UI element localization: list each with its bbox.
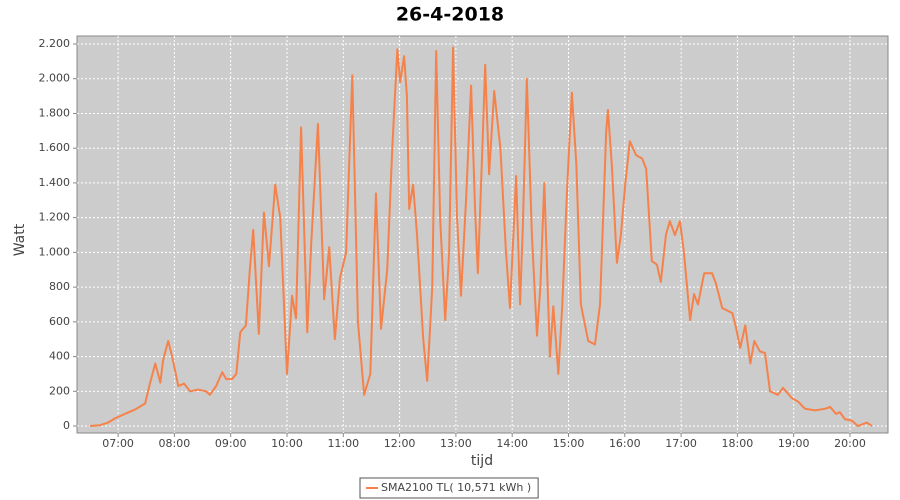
y-tick-label: 1.200 [39, 211, 71, 224]
y-tick-label: 400 [49, 350, 70, 363]
y-tick-label: 1.600 [39, 141, 71, 154]
y-tick-label: 1.000 [39, 245, 71, 258]
x-tick-label: 18:00 [722, 437, 754, 450]
legend-label: SMA2100 TL( 10,571 kWh ) [381, 481, 531, 494]
x-tick-label: 14:00 [496, 437, 528, 450]
x-tick-label: 13:00 [440, 437, 472, 450]
x-tick-label: 19:00 [778, 437, 810, 450]
chart-title: 26-4-2018 [396, 4, 504, 26]
x-tick-label: 17:00 [665, 437, 697, 450]
x-tick-label: 08:00 [159, 437, 191, 450]
y-axis-label: Watt [12, 223, 28, 256]
plot-area [76, 35, 889, 434]
x-tick-label: 12:00 [384, 437, 416, 450]
x-tick-label: 10:00 [271, 437, 303, 450]
series-line [89, 46, 873, 428]
y-tick-label: 1.800 [39, 106, 71, 119]
legend-box [359, 477, 539, 499]
y-tick-label: 800 [49, 280, 70, 293]
x-tick-label: 11:00 [327, 437, 359, 450]
x-tick-label: 20:00 [834, 437, 866, 450]
y-tick-label: 600 [49, 315, 70, 328]
y-tick-label: 0 [63, 419, 70, 432]
y-tick-label: 2.000 [39, 72, 71, 85]
y-tick-label: 1.400 [39, 176, 71, 189]
y-tick-label: 2.200 [39, 37, 71, 50]
x-tick-label: 07:00 [102, 437, 134, 450]
x-tick-label: 15:00 [553, 437, 585, 450]
x-tick-label: 09:00 [215, 437, 247, 450]
x-axis-label: tijd [471, 453, 493, 469]
y-tick-label: 200 [49, 384, 70, 397]
x-tick-label: 16:00 [609, 437, 641, 450]
